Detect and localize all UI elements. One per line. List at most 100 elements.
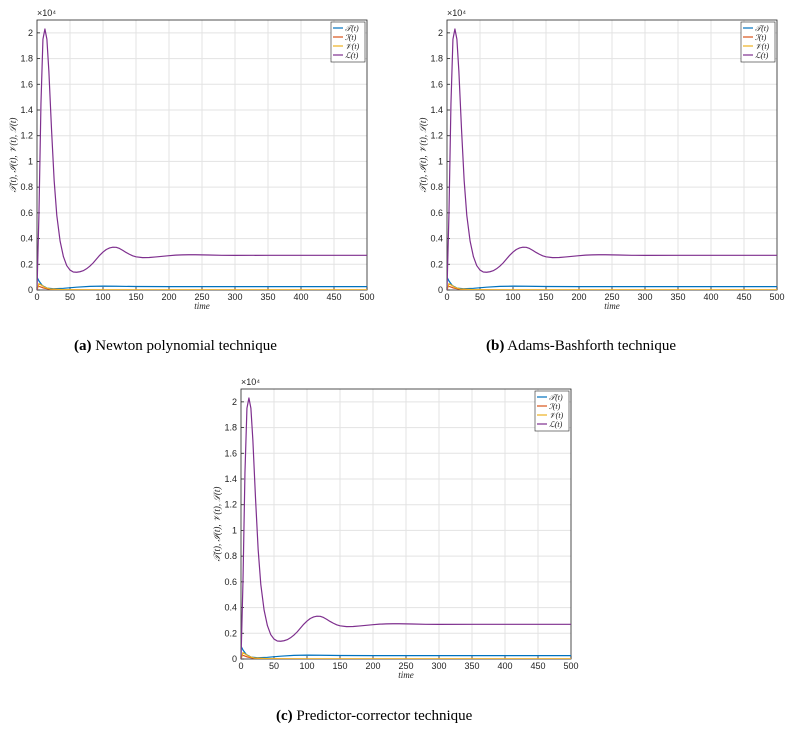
caption-b: (b) Adams-Bashforth technique bbox=[486, 338, 676, 355]
caption-a-text: Newton polynomial technique bbox=[95, 338, 277, 354]
grid-lines bbox=[446, 20, 778, 291]
caption-a: (a) Newton polynomial technique bbox=[74, 338, 277, 355]
x-tick-label: 0 bbox=[238, 661, 243, 671]
y-tick-label: 0.2 bbox=[224, 628, 237, 638]
legend: 𝒯(t)ℐ(t)𝒱(t)ℒ(t) bbox=[534, 390, 570, 432]
y-tick-label: 1.6 bbox=[224, 448, 237, 458]
caption-a-tag: (a) bbox=[74, 338, 92, 354]
caption-b-text: Adams-Bashforth technique bbox=[507, 338, 676, 354]
y-tick-label: 0.2 bbox=[20, 259, 33, 269]
x-tick-label: 250 bbox=[398, 661, 413, 671]
x-tick-label: 200 bbox=[161, 292, 176, 302]
y-tick-label: 1 bbox=[28, 156, 33, 166]
chart-b-svg: 0 50 100 150 200 250 300 350 400 450 500 0 0.2 0.4 0.6… bbox=[418, 8, 785, 311]
x-tick-label: 100 bbox=[95, 292, 110, 302]
grid-lines bbox=[240, 389, 572, 660]
x-tick-label: 150 bbox=[538, 292, 553, 302]
y-tick-label: 0 bbox=[28, 285, 33, 295]
y-exponent-label: ×10⁴ bbox=[447, 8, 466, 18]
x-tick-label: 50 bbox=[475, 292, 485, 302]
x-tick-label: 150 bbox=[332, 661, 347, 671]
y-tick-label: 0 bbox=[438, 285, 443, 295]
legend-entry: ℐ(t) bbox=[755, 33, 767, 42]
chart-a-svg: 0 50 100 150 200 250 300 350 400 450 500 0 0.2 0.4 0.6… bbox=[8, 8, 375, 311]
legend-entry: 𝒱(t) bbox=[755, 42, 770, 51]
x-tick-label: 0 bbox=[34, 292, 39, 302]
legend-entry: ℐ(t) bbox=[549, 402, 561, 411]
x-tick-label: 450 bbox=[326, 292, 341, 302]
x-tick-label: 100 bbox=[505, 292, 520, 302]
y-tick-label: 1.6 bbox=[20, 79, 33, 89]
x-tick-label: 400 bbox=[703, 292, 718, 302]
y-tick-label: 1.2 bbox=[20, 131, 33, 141]
y-tick-label: 1.4 bbox=[430, 105, 443, 115]
legend-entry: ℒ(t) bbox=[755, 51, 769, 60]
y-tick-label: 0.8 bbox=[224, 551, 237, 561]
y-tick-label: 1.4 bbox=[20, 105, 33, 115]
legend: 𝒯(t)ℐ(t)𝒱(t)ℒ(t) bbox=[330, 21, 366, 63]
y-exponent-label: ×10⁴ bbox=[37, 8, 56, 18]
y-tick-label: 0.6 bbox=[430, 208, 443, 218]
y-exponent-label: ×10⁴ bbox=[241, 377, 260, 387]
x-tick-label: 350 bbox=[260, 292, 275, 302]
x-tick-label: 500 bbox=[769, 292, 784, 302]
y-tick-label: 0.6 bbox=[20, 208, 33, 218]
y-tick-label: 0.4 bbox=[430, 234, 443, 244]
y-tick-label: 0.4 bbox=[20, 234, 33, 244]
x-tick-label: 200 bbox=[365, 661, 380, 671]
y-tick-label: 0.8 bbox=[430, 182, 443, 192]
y-tick-label: 0.6 bbox=[224, 577, 237, 587]
legend: 𝒯(t)ℐ(t)𝒱(t)ℒ(t) bbox=[740, 21, 776, 63]
chart-panel-c: 0 50 100 150 200 250 300 350 400 450 500 0 0.2 0.4 0.6… bbox=[200, 368, 600, 693]
caption-c-tag: (c) bbox=[276, 708, 293, 724]
y-tick-label: 2 bbox=[232, 397, 237, 407]
y-tick-label: 1.4 bbox=[224, 474, 237, 484]
caption-b-tag: (b) bbox=[486, 338, 505, 354]
chart-panel-a: 0 50 100 150 200 250 300 350 400 450 500 0 0.2 0.4 0.6… bbox=[0, 0, 400, 320]
y-tick-label: 1.8 bbox=[224, 423, 237, 433]
y-tick-label: 0 bbox=[232, 654, 237, 664]
legend-entry: 𝒯(t) bbox=[549, 393, 563, 402]
series-line-2 bbox=[241, 651, 571, 659]
x-tick-label: 0 bbox=[444, 292, 449, 302]
x-tick-label: 350 bbox=[670, 292, 685, 302]
chart-c-svg: 0 50 100 150 200 250 300 350 400 450 500 0 0.2 0.4 0.6… bbox=[212, 377, 579, 680]
legend-entry: 𝒱(t) bbox=[345, 42, 360, 51]
x-tick-label: 500 bbox=[359, 292, 374, 302]
legend-entry: 𝒱(t) bbox=[549, 411, 564, 420]
x-tick-label: 350 bbox=[464, 661, 479, 671]
x-tick-label: 400 bbox=[497, 661, 512, 671]
y-tick-label: 2 bbox=[28, 28, 33, 38]
x-tick-label: 250 bbox=[604, 292, 619, 302]
x-axis-label: time bbox=[398, 670, 414, 680]
series-line-3 bbox=[37, 28, 367, 290]
y-axis-label: 𝒯(t), ℐ(t), 𝒱(t), ℒ(t) bbox=[418, 118, 428, 193]
x-axis-label: time bbox=[604, 301, 620, 311]
chart-panel-b: 0 50 100 150 200 250 300 350 400 450 500 0 0.2 0.4 0.6… bbox=[400, 0, 802, 320]
series-line-2 bbox=[37, 282, 367, 290]
x-tick-label: 200 bbox=[571, 292, 586, 302]
caption-c-text: Predictor-corrector technique bbox=[296, 708, 473, 724]
y-axis-label: 𝒯(t), ℐ(t), 𝒱(t), ℒ(t) bbox=[212, 487, 222, 562]
y-axis-label: 𝒯(t), ℐ(t), 𝒱(t), ℒ(t) bbox=[8, 118, 18, 193]
y-tick-label: 1.2 bbox=[224, 500, 237, 510]
y-tick-label: 0.2 bbox=[430, 259, 443, 269]
legend-entry: ℐ(t) bbox=[345, 33, 357, 42]
caption-c: (c) Predictor-corrector technique bbox=[276, 708, 472, 725]
series-line-2 bbox=[447, 282, 777, 290]
x-tick-label: 50 bbox=[269, 661, 279, 671]
y-tick-label: 0.8 bbox=[20, 182, 33, 192]
series-line-3 bbox=[447, 28, 777, 290]
y-tick-label: 2 bbox=[438, 28, 443, 38]
x-tick-label: 250 bbox=[194, 292, 209, 302]
legend-entry: ℒ(t) bbox=[549, 420, 563, 429]
legend-entry: 𝒯(t) bbox=[755, 24, 769, 33]
y-tick-label: 0.4 bbox=[224, 603, 237, 613]
x-axis-label: time bbox=[194, 301, 210, 311]
y-tick-label: 1 bbox=[232, 525, 237, 535]
y-tick-label: 1.8 bbox=[430, 54, 443, 64]
x-tick-label: 400 bbox=[293, 292, 308, 302]
x-tick-label: 300 bbox=[431, 661, 446, 671]
x-tick-label: 100 bbox=[299, 661, 314, 671]
x-tick-label: 150 bbox=[128, 292, 143, 302]
